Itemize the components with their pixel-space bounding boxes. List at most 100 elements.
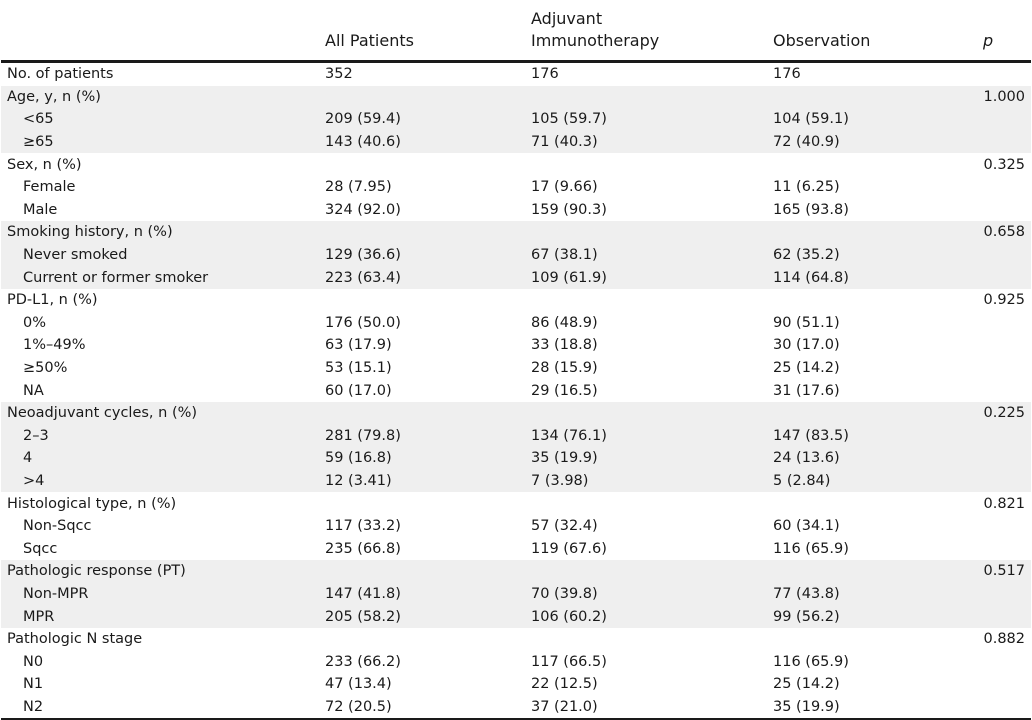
row-label: Male xyxy=(23,201,58,218)
table-row: 0% 176 (50.0) 86 (48.9) 90 (51.1) xyxy=(1,312,1031,335)
cell-adjuvant-immunotherapy: 29 (16.5) xyxy=(531,382,598,399)
table-row: <65 209 (59.4) 105 (59.7) 104 (59.1) xyxy=(1,108,1031,131)
cell-observation: 30 (17.0) xyxy=(773,337,840,354)
cell-all-patients: 53 (15.1) xyxy=(325,360,392,377)
row-label: 2–3 xyxy=(1,424,325,448)
row-label: PD-L1, n (%) xyxy=(7,292,98,309)
row-label: N1 xyxy=(23,676,44,693)
cell-adjuvant-immunotherapy: 105 (59.7) xyxy=(531,108,773,131)
cell-adjuvant-immunotherapy xyxy=(531,153,773,176)
row-label: Sqcc xyxy=(23,540,58,557)
cell-adjuvant-immunotherapy: 17 (9.66) xyxy=(531,179,598,196)
cell-observation xyxy=(773,628,963,651)
cell-adjuvant-immunotherapy: 28 (15.9) xyxy=(531,360,598,377)
table-row: Male 324 (92.0) 159 (90.3) 165 (93.8) xyxy=(1,199,1031,222)
cell-p-value xyxy=(963,334,1031,357)
table-body: No. of patients 352 176 176 Age, y, n (%) 1.0… xyxy=(1,62,1031,720)
cell-observation: 31 (17.6) xyxy=(773,382,840,399)
table-row: N1 47 (13.4) 22 (12.5) 25 (14.2) xyxy=(1,673,1031,696)
cell-p-value xyxy=(963,673,1031,696)
cell-observation: 25 (14.2) xyxy=(773,676,840,693)
row-label: ≥65 xyxy=(1,130,325,154)
row-label: NA xyxy=(23,382,44,399)
cell-p-value: 0.882 xyxy=(983,631,1025,648)
table-row: Neoadjuvant cycles, n (%) 0.225 xyxy=(1,401,1031,425)
row-label: 4 xyxy=(1,447,325,470)
cell-all-patients: 72 (20.5) xyxy=(325,698,392,715)
header-adjuvant-immunotherapy: Adjuvant Immunotherapy xyxy=(531,0,773,62)
table-row: Histological type, n (%) 0.821 xyxy=(1,492,1031,515)
row-label: ≥50% xyxy=(23,360,68,377)
cell-p-value xyxy=(963,62,1031,86)
table-row: 2–3 281 (79.8) 134 (76.1) 147 (83.5) xyxy=(1,424,1031,448)
table-row: PD-L1, n (%) 0.925 xyxy=(1,289,1031,312)
cell-observation xyxy=(773,289,963,312)
cell-observation xyxy=(773,560,963,583)
row-label: Smoking history, n (%) xyxy=(1,221,325,244)
cell-p-value xyxy=(963,696,1031,720)
cell-adjuvant-immunotherapy: 7 (3.98) xyxy=(531,469,773,493)
table-row: >4 12 (3.41) 7 (3.98) 5 (2.84) xyxy=(1,469,1031,493)
row-label: Current or former smoker xyxy=(1,266,325,289)
table-row: Current or former smoker 223 (63.4) 109 (6… xyxy=(1,266,1031,289)
row-label: Sex, n (%) xyxy=(7,156,82,173)
cell-adjuvant-immunotherapy: 35 (19.9) xyxy=(531,447,773,470)
table-row: Never smoked 129 (36.6) 67 (38.1) 62 (35.2) xyxy=(1,243,1031,267)
table-row: No. of patients 352 176 176 xyxy=(1,62,1031,86)
table-row: 4 59 (16.8) 35 (19.9) 24 (13.6) xyxy=(1,447,1031,470)
cell-p-value xyxy=(963,447,1031,470)
cell-adjuvant-immunotherapy xyxy=(531,289,773,312)
table-row: 1%–49% 63 (17.9) 33 (18.8) 30 (17.0) xyxy=(1,334,1031,357)
cell-p-value: 0.658 xyxy=(963,221,1031,244)
cell-all-patients: 47 (13.4) xyxy=(325,676,392,693)
row-label: N0 xyxy=(23,653,44,670)
row-label: >4 xyxy=(1,469,325,493)
row-label: No. of patients xyxy=(7,66,114,83)
cell-adjuvant-immunotherapy xyxy=(531,560,773,583)
cell-adjuvant-immunotherapy xyxy=(531,221,773,244)
table-row: Pathologic N stage 0.882 xyxy=(1,628,1031,651)
cell-all-patients: 129 (36.6) xyxy=(325,243,531,267)
cell-all-patients: 12 (3.41) xyxy=(325,469,531,493)
cell-adjuvant-immunotherapy: 176 xyxy=(531,66,559,83)
cell-p-value xyxy=(963,266,1031,289)
cell-p-value xyxy=(963,469,1031,493)
cell-all-patients: 143 (40.6) xyxy=(325,130,531,154)
cell-observation: 116 (65.9) xyxy=(773,540,849,557)
cell-p-value: 1.000 xyxy=(963,85,1031,109)
table-row: N0 233 (66.2) 117 (66.5) 116 (65.9) xyxy=(1,650,1031,673)
header-variable xyxy=(1,0,325,62)
cell-observation: 116 (65.9) xyxy=(773,653,849,670)
cell-all-patients: 324 (92.0) xyxy=(325,201,401,218)
cell-adjuvant-immunotherapy: 22 (12.5) xyxy=(531,676,598,693)
cell-observation: 25 (14.2) xyxy=(773,360,840,377)
cell-adjuvant-immunotherapy xyxy=(531,85,773,109)
cell-observation: 165 (93.8) xyxy=(773,201,849,218)
cell-p-value: 0.325 xyxy=(983,156,1025,173)
cell-adjuvant-immunotherapy: 33 (18.8) xyxy=(531,337,598,354)
cell-observation xyxy=(773,221,963,244)
cell-observation: 104 (59.1) xyxy=(773,108,963,131)
cell-p-value xyxy=(963,379,1031,402)
row-label: <65 xyxy=(1,108,325,131)
table-row: Sex, n (%) 0.325 xyxy=(1,153,1031,176)
cell-adjuvant-immunotherapy xyxy=(531,401,773,425)
cell-all-patients: 60 (17.0) xyxy=(325,382,392,399)
table-row: Female 28 (7.95) 17 (9.66) 11 (6.25) xyxy=(1,176,1031,199)
header-observation: Observation xyxy=(773,31,871,50)
cell-adjuvant-immunotherapy: 67 (38.1) xyxy=(531,243,773,267)
cell-p-value xyxy=(963,199,1031,222)
cell-observation: 90 (51.1) xyxy=(773,314,840,331)
table-row: Non-Sqcc 117 (33.2) 57 (32.4) 60 (34.1) xyxy=(1,515,1031,538)
cell-all-patients xyxy=(325,221,531,244)
header-adjuvant-line1: Adjuvant xyxy=(531,9,603,28)
cell-adjuvant-immunotherapy: 86 (48.9) xyxy=(531,314,598,331)
cell-p-value xyxy=(963,243,1031,267)
cell-observation: 35 (19.9) xyxy=(773,698,840,715)
header-p-value: p xyxy=(983,31,994,50)
cell-observation: 99 (56.2) xyxy=(773,605,963,628)
row-label: Age, y, n (%) xyxy=(1,85,325,109)
cell-adjuvant-immunotherapy: 106 (60.2) xyxy=(531,605,773,628)
cell-adjuvant-immunotherapy: 71 (40.3) xyxy=(531,130,773,154)
cell-adjuvant-immunotherapy: 119 (67.6) xyxy=(531,540,607,557)
